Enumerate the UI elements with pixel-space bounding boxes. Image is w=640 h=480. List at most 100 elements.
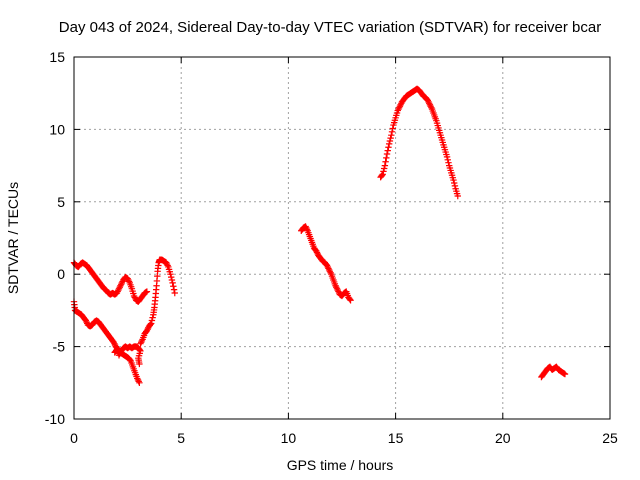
data-point bbox=[115, 352, 123, 359]
data-point bbox=[130, 292, 138, 300]
data-point bbox=[115, 285, 123, 292]
data-point bbox=[149, 314, 156, 321]
data-point bbox=[167, 273, 175, 281]
data-point bbox=[383, 150, 391, 158]
data-point bbox=[380, 165, 388, 172]
data-point bbox=[445, 159, 452, 166]
series-rising-recovery bbox=[137, 256, 178, 347]
data-point bbox=[114, 288, 121, 295]
data-point bbox=[428, 104, 435, 111]
data-point bbox=[124, 275, 131, 282]
data-point bbox=[171, 289, 178, 297]
x-tick-label: 0 bbox=[70, 430, 78, 446]
y-tick-label: 10 bbox=[49, 121, 65, 137]
data-point bbox=[117, 281, 125, 288]
x-tick-label: 20 bbox=[495, 430, 511, 446]
data-point bbox=[111, 340, 118, 347]
data-point bbox=[147, 320, 155, 327]
data-point bbox=[125, 276, 132, 284]
data-point bbox=[126, 356, 134, 364]
data-point bbox=[425, 100, 433, 107]
data-point bbox=[167, 271, 174, 278]
x-tick-label: 5 bbox=[177, 430, 185, 446]
series-late-small-segment bbox=[538, 363, 569, 381]
data-point bbox=[163, 260, 171, 268]
data-point bbox=[164, 262, 171, 269]
data-point bbox=[170, 286, 178, 293]
data-point bbox=[137, 340, 144, 347]
data-point bbox=[136, 360, 143, 368]
data-point bbox=[395, 105, 402, 113]
data-point bbox=[326, 268, 334, 275]
data-point bbox=[346, 296, 354, 303]
data-point bbox=[425, 98, 432, 106]
data-point bbox=[397, 101, 404, 108]
data-point bbox=[168, 276, 176, 284]
data-point bbox=[561, 370, 569, 378]
data-points bbox=[70, 85, 569, 386]
data-point bbox=[382, 158, 389, 165]
series-scatter-cluster bbox=[111, 343, 144, 368]
grid-lines bbox=[74, 57, 610, 419]
data-point bbox=[333, 284, 340, 291]
y-tick-label: 15 bbox=[49, 49, 65, 65]
plot-frame bbox=[73, 56, 611, 420]
data-point bbox=[323, 262, 331, 269]
data-point bbox=[144, 326, 151, 333]
axis-ticks bbox=[73, 56, 611, 420]
data-point bbox=[162, 259, 170, 266]
data-point bbox=[116, 284, 123, 291]
data-point bbox=[303, 226, 311, 233]
y-tick-label: -10 bbox=[45, 411, 65, 427]
data-point bbox=[424, 97, 431, 104]
x-tick-label: 15 bbox=[388, 430, 404, 446]
data-point bbox=[147, 321, 154, 328]
data-point bbox=[313, 247, 320, 255]
data-point bbox=[134, 376, 142, 384]
y-tick-label: 0 bbox=[57, 266, 65, 282]
data-point bbox=[427, 103, 434, 110]
data-point bbox=[302, 223, 309, 230]
data-point bbox=[394, 107, 401, 114]
data-point bbox=[118, 279, 126, 287]
data-point bbox=[143, 327, 151, 334]
data-point bbox=[454, 192, 461, 200]
data-point bbox=[334, 286, 341, 294]
data-point bbox=[383, 154, 390, 162]
data-point bbox=[324, 263, 331, 271]
series-lower-early-track bbox=[70, 298, 143, 386]
data-point bbox=[385, 140, 393, 148]
data-point bbox=[137, 339, 145, 346]
data-point bbox=[170, 283, 177, 290]
y-tick-label: 5 bbox=[57, 194, 65, 210]
data-point bbox=[131, 294, 138, 301]
data-point bbox=[389, 125, 396, 132]
data-point bbox=[332, 282, 339, 289]
data-point bbox=[116, 350, 123, 358]
tick-labels: 0 5 10 15 20 25 -10 -5 0 5 10 15 bbox=[45, 49, 618, 446]
data-point bbox=[327, 269, 334, 276]
data-point bbox=[451, 182, 459, 190]
data-point bbox=[313, 249, 321, 256]
data-point bbox=[136, 379, 143, 386]
data-point bbox=[125, 278, 133, 285]
data-point bbox=[443, 153, 451, 161]
data-point bbox=[117, 282, 124, 289]
x-tick-label: 25 bbox=[602, 430, 618, 446]
data-point bbox=[303, 224, 310, 232]
series-upper-early-track bbox=[70, 259, 151, 305]
data-point bbox=[381, 162, 389, 169]
data-point bbox=[148, 317, 156, 324]
data-point bbox=[134, 375, 141, 382]
data-point bbox=[83, 318, 90, 326]
series-midday-descent bbox=[298, 223, 354, 304]
data-point bbox=[325, 265, 332, 272]
data-point bbox=[395, 104, 403, 111]
data-point bbox=[115, 286, 122, 294]
data-point bbox=[388, 131, 395, 139]
x-axis-label: GPS time / hours bbox=[287, 457, 394, 473]
data-point bbox=[378, 172, 386, 179]
data-point bbox=[347, 297, 354, 304]
data-point bbox=[396, 103, 404, 110]
